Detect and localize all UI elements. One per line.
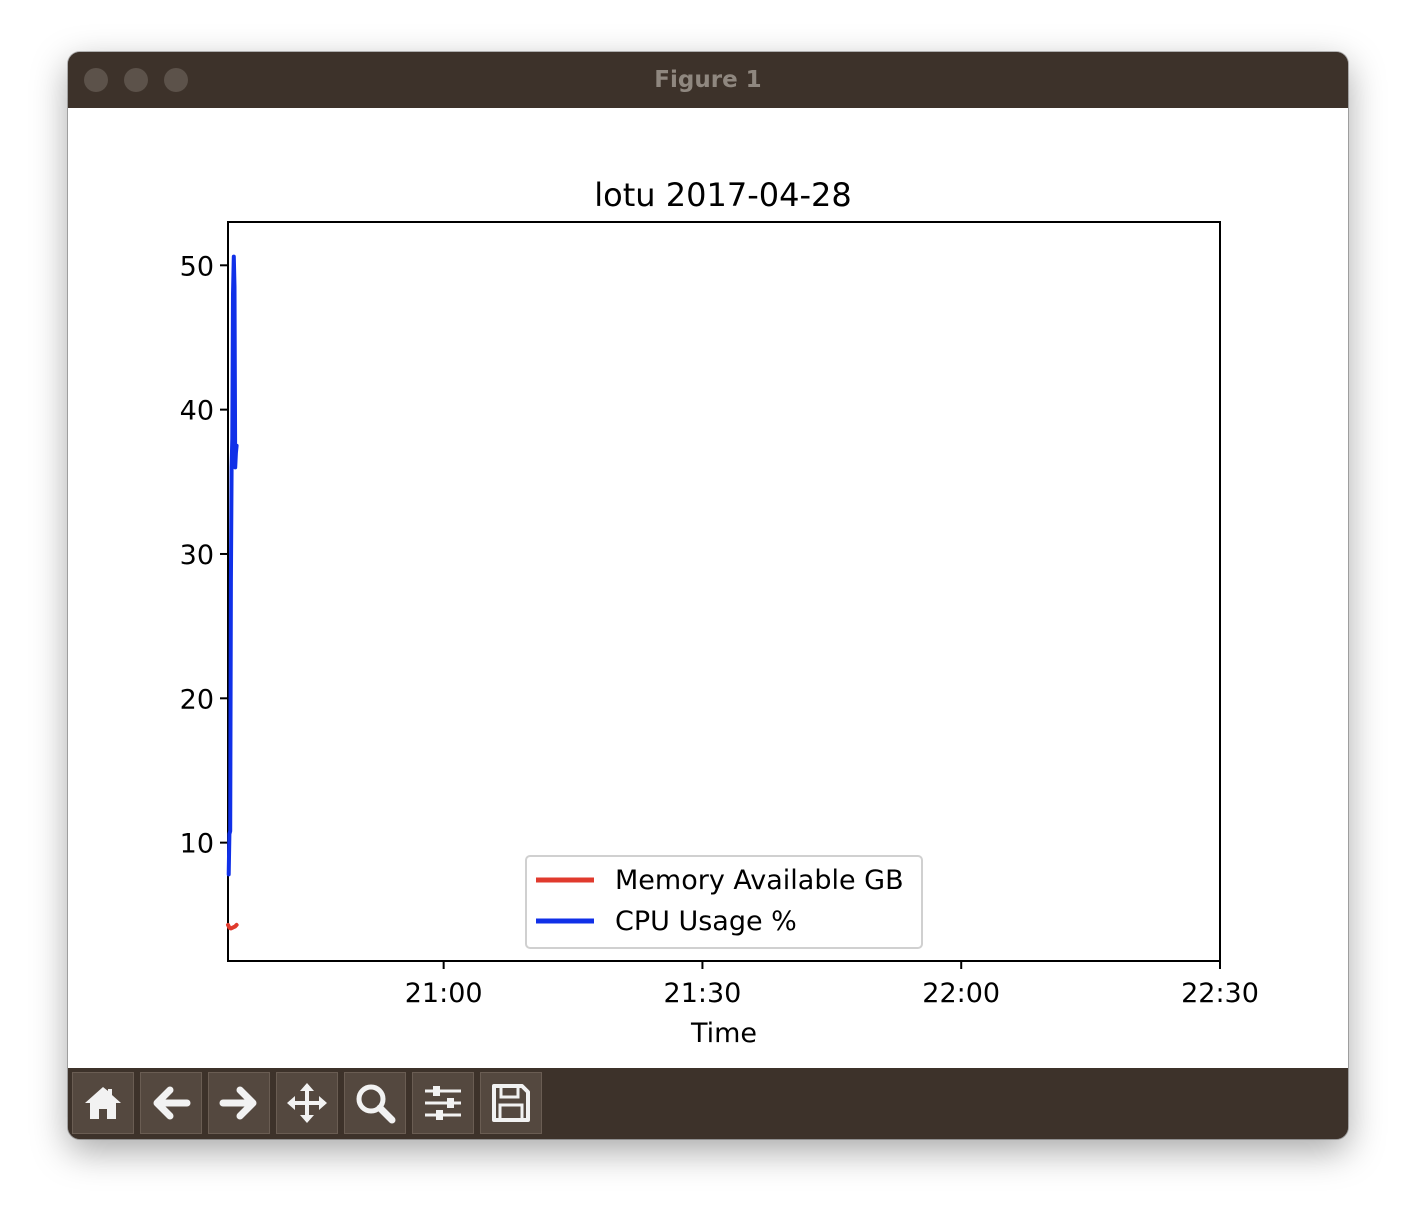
sliders-icon [425,1086,461,1120]
move-icon [287,1083,327,1123]
legend: Memory Available GB CPU Usage % [525,855,923,949]
pan-button[interactable] [276,1072,338,1134]
x-tick-label: 21:00 [405,978,483,1009]
configure-subplots-button[interactable] [412,1072,474,1134]
navigation-toolbar [68,1068,1348,1139]
legend-box [525,855,923,949]
figure-canvas[interactable]: lotu 2017-04-28 10 20 30 40 50 21:00 21:30 22:… [68,108,1348,1068]
x-axis: 21:00 21:30 22:00 22:30 [405,961,1259,1009]
x-axis-label: Time [690,1018,757,1049]
x-tick-label: 22:30 [1181,978,1259,1009]
arrow-left-icon [153,1086,191,1120]
chart-title: lotu 2017-04-28 [594,176,851,214]
y-tick-label: 20 [180,684,214,715]
y-tick-label: 50 [180,251,214,282]
series-line-0 [226,922,239,931]
zoom-window-button[interactable] [164,68,188,92]
line-chart[interactable]: lotu 2017-04-28 10 20 30 40 50 21:00 21:30 22:… [68,108,1348,1068]
series-layer [226,254,239,931]
back-button[interactable] [140,1072,202,1134]
x-tick-label: 22:00 [922,978,1000,1009]
minimize-window-button[interactable] [124,68,148,92]
figure-window: Figure 1 lotu 2017-04-28 10 20 30 40 50 21:0… [68,52,1348,1139]
y-axis: 10 20 30 40 50 [180,251,228,860]
y-tick-label: 30 [180,540,214,571]
zoom-button[interactable] [344,1072,406,1134]
home-button[interactable] [72,1072,134,1134]
arrow-right-icon [219,1086,257,1120]
plot-area [227,221,1221,962]
zoom-icon [356,1084,396,1124]
legend-label: Memory Available GB [615,865,904,896]
legend-label: CPU Usage % [615,906,797,937]
y-tick-label: 40 [180,396,214,427]
save-icon [492,1084,530,1122]
close-window-button[interactable] [84,68,108,92]
home-icon [85,1087,121,1119]
title-bar: Figure 1 [68,52,1348,108]
y-tick-label: 10 [180,829,214,860]
series-line-1 [226,254,239,877]
forward-button[interactable] [208,1072,270,1134]
save-button[interactable] [480,1072,542,1134]
window-title: Figure 1 [654,67,762,93]
x-tick-label: 21:30 [664,978,742,1009]
